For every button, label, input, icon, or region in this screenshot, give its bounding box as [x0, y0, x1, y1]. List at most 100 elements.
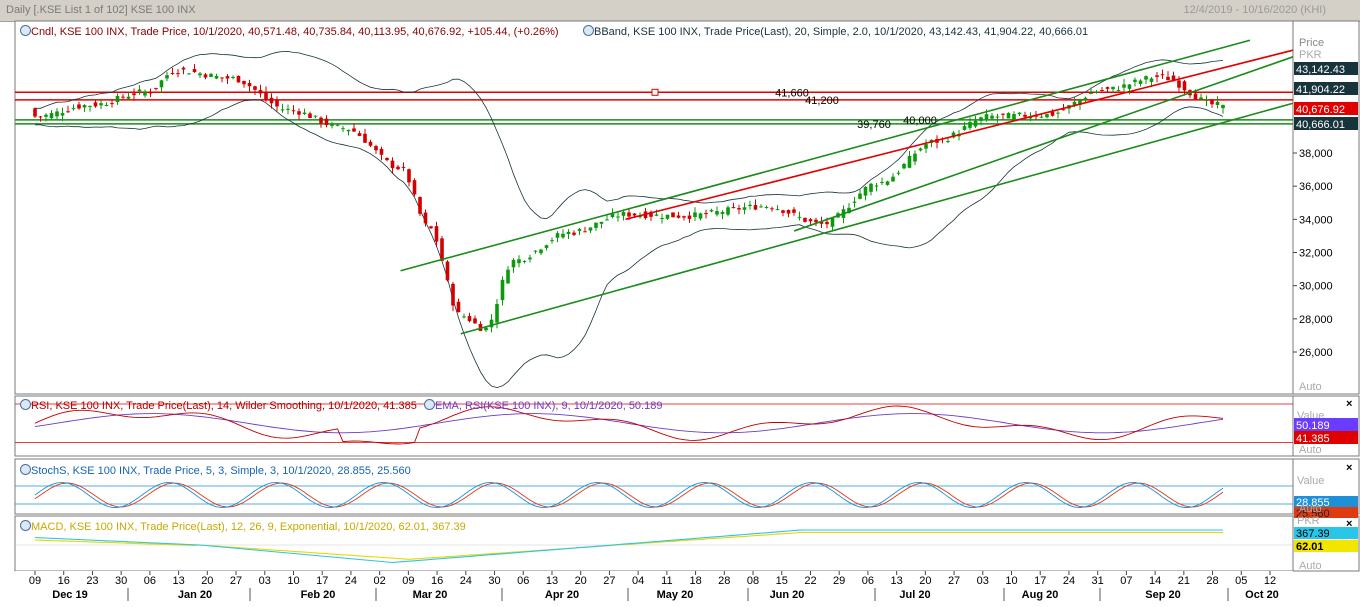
- stoch-badge-label: 28.855: [1296, 497, 1330, 509]
- legend-icon: [20, 520, 31, 531]
- candle-body: [159, 80, 164, 88]
- candle-body: [143, 91, 147, 96]
- candle-body: [704, 213, 708, 215]
- x-tick-label: 10: [287, 575, 299, 587]
- candle-body: [297, 111, 301, 115]
- bband-legend: BBand, KSE 100 INX, Trade Price(Last), 2…: [583, 25, 1088, 38]
- x-tick-label: 17: [316, 575, 328, 587]
- x-tick-label: 24: [1063, 575, 1075, 587]
- candle-body: [1089, 93, 1093, 95]
- candle-body: [434, 226, 439, 242]
- x-tick-label: 03: [259, 575, 271, 587]
- candle-body: [242, 80, 246, 85]
- candle-body: [995, 116, 1000, 118]
- candle-body: [748, 204, 752, 207]
- candle-body: [451, 283, 455, 306]
- candle-legend-text: Cndl, KSE 100 INX, Trade Price, 10/1/202…: [31, 26, 559, 38]
- candle-body: [489, 319, 494, 328]
- legend-icon: [20, 399, 31, 410]
- candle-body: [968, 121, 972, 128]
- candle-body: [770, 208, 774, 210]
- candle-body: [418, 197, 422, 214]
- candle-body: [1149, 78, 1154, 82]
- candle-body: [984, 114, 989, 120]
- x-tick-label: 28: [718, 575, 730, 587]
- candle-body: [528, 257, 532, 260]
- candle-body: [1204, 99, 1209, 101]
- candle-body: [682, 216, 686, 218]
- candle-body: [1177, 80, 1181, 88]
- candle-body: [786, 209, 791, 214]
- close-macd-pane-icon[interactable]: ×: [1346, 518, 1353, 530]
- x-tick-label: 24: [460, 575, 472, 587]
- x-tick-label: 16: [58, 575, 70, 587]
- candle-body: [379, 148, 384, 155]
- candle-body: [258, 90, 263, 94]
- window-title: Daily [.KSE List 1 of 102] KSE 100 INX: [6, 4, 196, 16]
- x-month-label: Feb 20: [301, 589, 336, 601]
- candle-body: [291, 110, 296, 112]
- y-tick-label: 28,000: [1299, 314, 1333, 326]
- candle-body: [412, 180, 417, 195]
- y-tick-label: 38,000: [1299, 148, 1333, 160]
- candle-body: [1001, 113, 1005, 115]
- candle-body: [577, 229, 582, 231]
- candle-body: [1116, 90, 1121, 92]
- candle-body: [880, 182, 884, 184]
- candle-body: [1012, 113, 1016, 120]
- candle-body: [1006, 112, 1011, 119]
- x-tick-label: 14: [1149, 575, 1161, 587]
- level-label: 40,000: [903, 115, 937, 127]
- x-tick-label: 09: [29, 575, 41, 587]
- candle-body: [599, 221, 604, 224]
- candle-body: [220, 77, 224, 79]
- candle-body: [214, 76, 219, 79]
- x-tick-label: 13: [172, 575, 184, 587]
- candle-body: [676, 215, 681, 218]
- legend-icon: [424, 399, 435, 410]
- stoch-k-line: [34, 481, 1224, 509]
- candle-body: [902, 164, 906, 169]
- candle-body: [429, 226, 433, 229]
- candle-body: [610, 213, 615, 217]
- candle-body: [93, 102, 98, 107]
- candle-body: [264, 91, 268, 100]
- candle-body: [1182, 81, 1187, 91]
- candle-body: [121, 96, 125, 98]
- candle-body: [148, 92, 153, 94]
- candle-body: [346, 129, 351, 132]
- y-tick-label: 32,000: [1299, 248, 1333, 260]
- rsi-line: [34, 405, 1224, 445]
- stoch-d-line: [34, 482, 1224, 508]
- candle-body: [550, 240, 554, 242]
- x-tick-label: 07: [1120, 575, 1132, 587]
- price-badge: [1294, 82, 1358, 95]
- stoch-auto-label: Auto: [1299, 503, 1322, 515]
- candle-body: [588, 227, 593, 231]
- candle-body: [137, 89, 142, 92]
- candle-body: [1138, 80, 1143, 84]
- x-tick-label: 04: [632, 575, 644, 587]
- level-label: 41,200: [805, 95, 839, 107]
- rsi-badge: [1294, 431, 1358, 444]
- x-tick-label: 30: [115, 575, 127, 587]
- price-badge: [1294, 102, 1358, 115]
- y-tick-label: 26,000: [1299, 347, 1333, 359]
- candle-body: [946, 141, 950, 143]
- candle-body: [363, 133, 367, 143]
- candle-body: [38, 116, 43, 118]
- candle-body: [110, 103, 114, 105]
- x-tick-label: 13: [891, 575, 903, 587]
- close-rsi-pane-icon[interactable]: ×: [1346, 398, 1353, 410]
- candle-body: [698, 213, 703, 219]
- level-label: 39,760: [857, 119, 891, 131]
- x-tick-label: 31: [1092, 575, 1104, 587]
- level-handle: [651, 88, 659, 96]
- rsi-auto-label: Auto: [1299, 444, 1322, 456]
- candle-body: [495, 304, 499, 323]
- rsi-pane-frame: [14, 395, 1294, 457]
- close-stoch-pane-icon[interactable]: ×: [1346, 462, 1353, 474]
- candle-body: [753, 205, 758, 210]
- x-month-label: Jan 20: [178, 589, 212, 601]
